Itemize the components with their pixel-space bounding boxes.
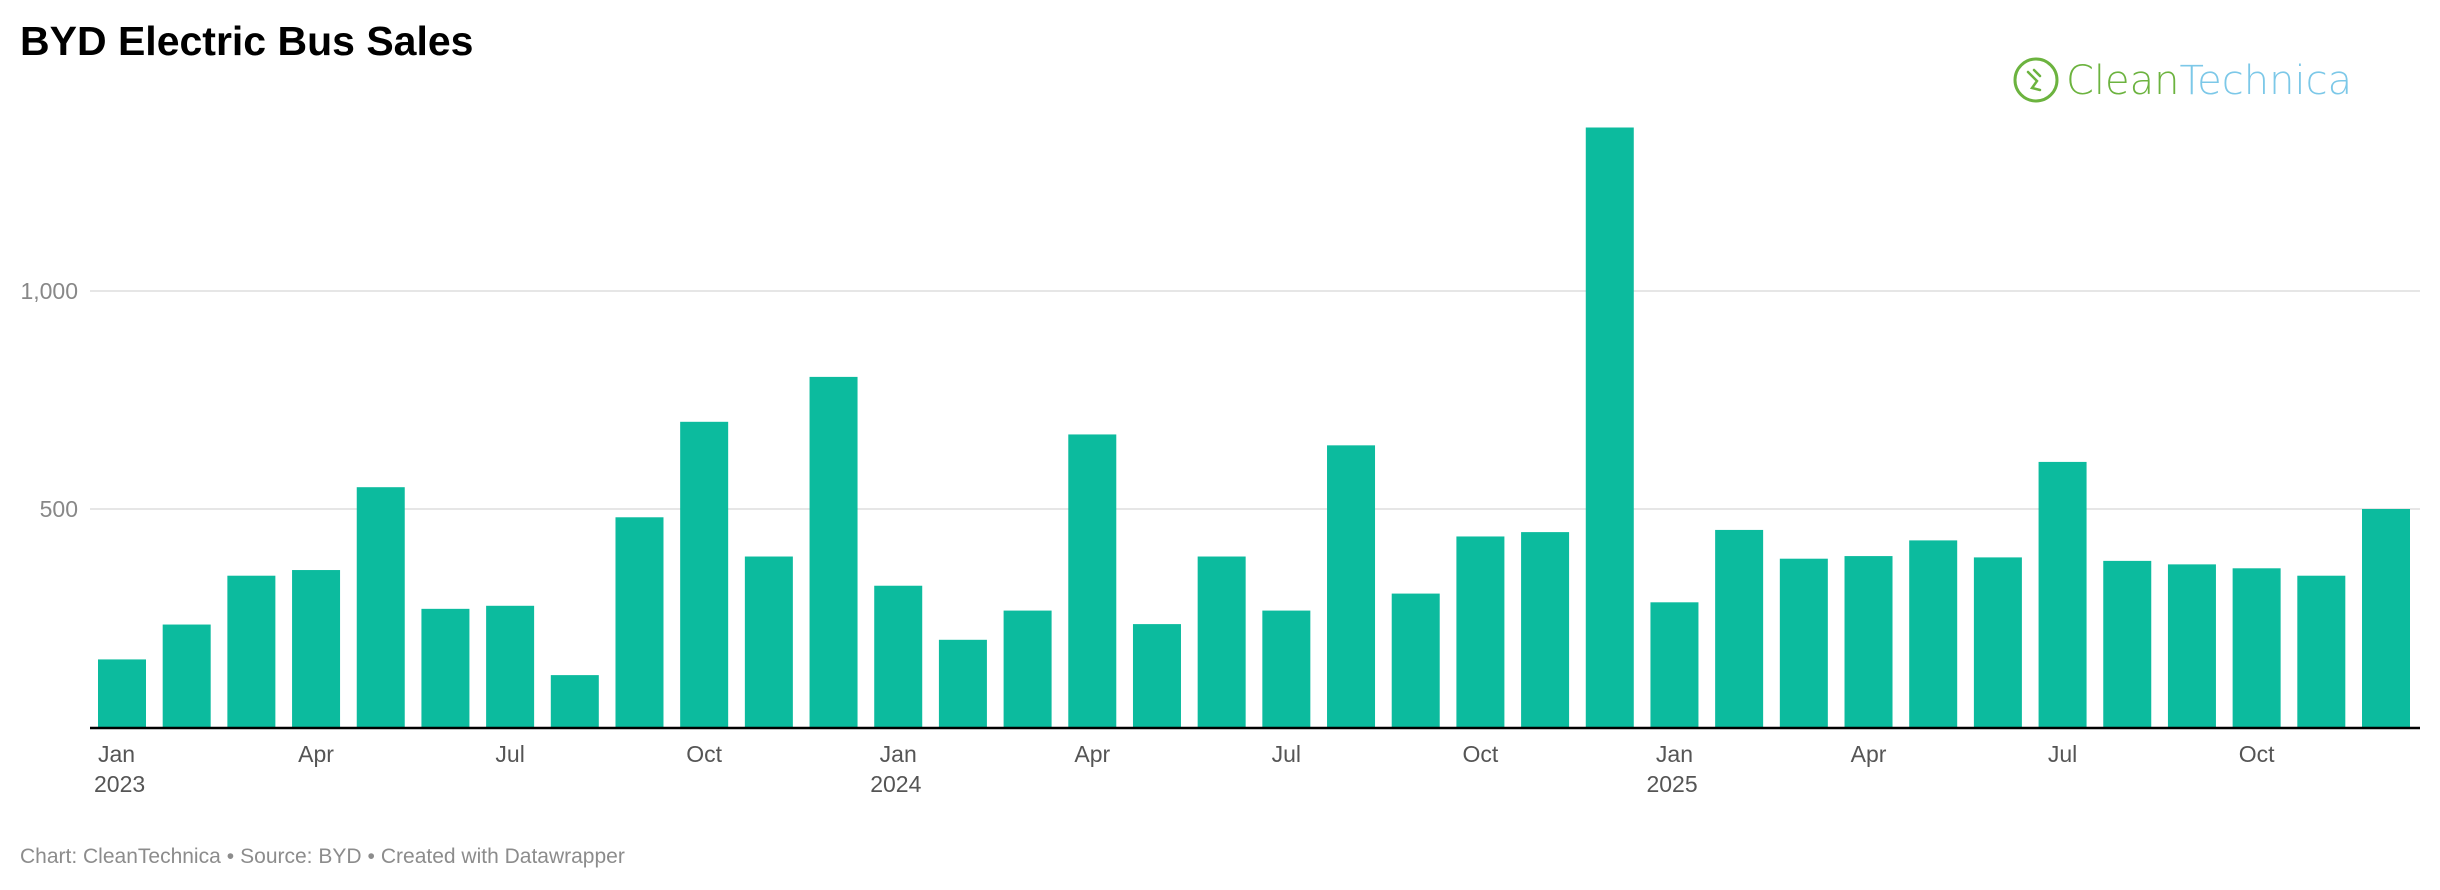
bar-2024-05 (1132, 624, 1181, 727)
bar-2024-01 (874, 585, 923, 727)
svg-text:CleanTechnica: CleanTechnica (2066, 58, 2352, 104)
bar-2023-01 (98, 659, 146, 727)
bar-2023-06 (421, 608, 470, 727)
bar-2024-06 (1197, 556, 1246, 727)
bar-2024-04 (1068, 434, 1117, 727)
bar-2023-02 (162, 624, 211, 727)
bar-2024-10 (1456, 536, 1505, 727)
bar-2024-02 (938, 639, 987, 727)
bar-2023-05 (356, 487, 405, 727)
bar-2025-06 (1973, 557, 2022, 727)
footer-separator: • (226, 845, 235, 868)
cleantechnica-logo: CleanTechnica (2010, 52, 2370, 112)
bar-2025-09 (2167, 564, 2216, 727)
bar-2025-03 (1779, 558, 1828, 727)
bar-2024-08 (1327, 445, 1376, 727)
x-tick-label: Jan (98, 741, 135, 767)
bar-2025-02 (1715, 529, 1764, 727)
x-tick-label: Jul (2048, 741, 2077, 767)
bar-2023-10 (680, 421, 729, 727)
bar-2024-12 (1585, 127, 1634, 727)
bar-2023-03 (227, 575, 276, 727)
bar-2025-07 (2038, 461, 2087, 727)
x-axis-ticks: Jan 2023 Apr Jul Oct Jan 2024 Apr Jul Oct Jan 2025 A… (94, 741, 2275, 797)
x-tick-label: Apr (298, 741, 334, 767)
x-tick-year-label: 2025 (1646, 771, 1697, 797)
bar-2025-04 (1844, 556, 1893, 727)
bar-2025-01 (1650, 602, 1699, 727)
bar-2025-08 (2103, 560, 2152, 727)
bar-2024-03 (1003, 610, 1052, 727)
bar-2024-07 (1262, 610, 1311, 727)
y-tick-label: 500 (40, 496, 78, 522)
footer-credit: Chart: CleanTechnica (20, 845, 221, 868)
x-tick-label: Jul (495, 741, 524, 767)
gridlines (90, 290, 2420, 510)
bar-chart: 500 1,000 Jan 2023 Apr Jul Oct Jan 2024 Apr Jul Oc… (20, 127, 2420, 797)
bar-2025-11 (2297, 575, 2346, 727)
bars (98, 127, 2410, 727)
bar-2025-05 (1909, 540, 1958, 727)
bar-2023-09 (615, 517, 664, 727)
bar-2023-11 (744, 556, 793, 727)
x-tick-label: Apr (1851, 741, 1887, 767)
logo-text-technica: Technica (2180, 58, 2353, 104)
bar-2025-10 (2232, 568, 2281, 727)
bar-2023-12 (809, 376, 858, 727)
x-tick-label: Jul (1272, 741, 1301, 767)
bar-2023-07 (486, 605, 535, 727)
x-tick-label: Oct (686, 741, 722, 767)
footer-separator: • (367, 845, 375, 868)
bar-2025-12 (2362, 509, 2410, 727)
footer-created: Created with Datawrapper (380, 845, 625, 868)
x-tick-label: Oct (2239, 741, 2275, 767)
bar-2023-04 (292, 570, 341, 727)
bar-2023-08 (550, 675, 599, 727)
logo-text-clean: Clean (2066, 58, 2180, 104)
chart-footer: Chart: CleanTechnica • Source: BYD • Created… (20, 845, 625, 869)
x-tick-year-label: 2024 (870, 771, 921, 797)
y-tick-label: 1,000 (20, 278, 78, 304)
logo-icon: CleanTechnica (2013, 57, 2352, 104)
bar-2024-11 (1521, 532, 1570, 727)
footer-source: Source: BYD (240, 845, 362, 868)
chart-title: BYD Electric Bus Sales (20, 18, 474, 64)
x-tick-label: Apr (1074, 741, 1110, 767)
x-tick-label: Oct (1463, 741, 1499, 767)
x-tick-label: Jan (880, 741, 917, 767)
x-tick-year-label: 2023 (94, 771, 145, 797)
x-tick-label: Jan (1656, 741, 1693, 767)
bar-2024-09 (1391, 593, 1440, 727)
y-axis-ticks: 500 1,000 (20, 278, 78, 522)
